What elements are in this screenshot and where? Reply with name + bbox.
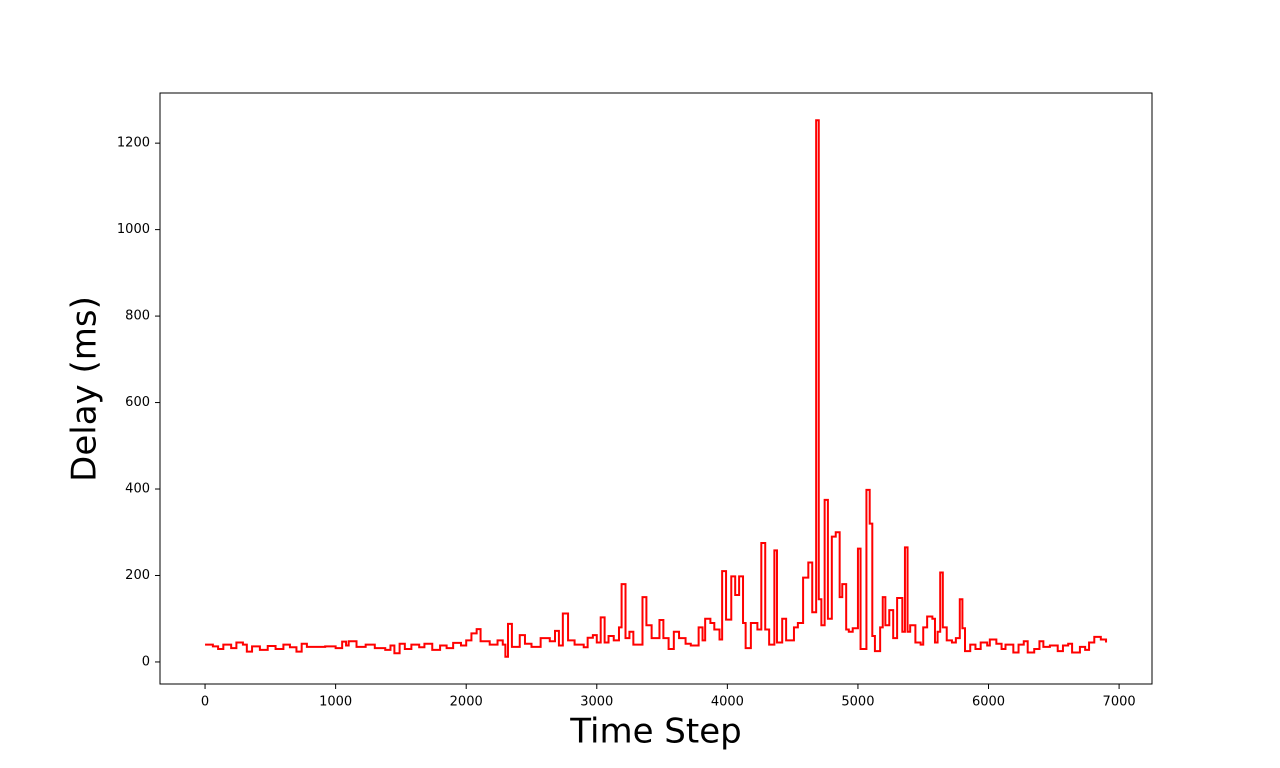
x-tick-label: 4000 — [711, 695, 744, 710]
x-tick-label: 1000 — [319, 695, 352, 710]
y-tick-label: 800 — [125, 309, 150, 324]
x-tick-label: 0 — [201, 695, 209, 710]
x-tick-label: 7000 — [1103, 695, 1136, 710]
x-tick-label: 5000 — [841, 695, 874, 710]
y-axis-label: Delay (ms) — [65, 296, 105, 482]
plot-frame — [159, 92, 1153, 685]
y-tick-label: 600 — [125, 395, 150, 410]
x-tick-label: 3000 — [580, 695, 613, 710]
x-axis-label: Time Step — [569, 712, 741, 752]
y-tick-label: 0 — [142, 654, 150, 669]
y-tick-label: 1000 — [117, 222, 150, 237]
delay-line — [205, 119, 1108, 658]
y-tick-label: 400 — [125, 482, 150, 497]
x-tick-label: 2000 — [450, 695, 483, 710]
y-tick-label: 200 — [125, 568, 150, 583]
y-tick-label: 1200 — [117, 136, 150, 151]
x-tick-label: 6000 — [972, 695, 1005, 710]
